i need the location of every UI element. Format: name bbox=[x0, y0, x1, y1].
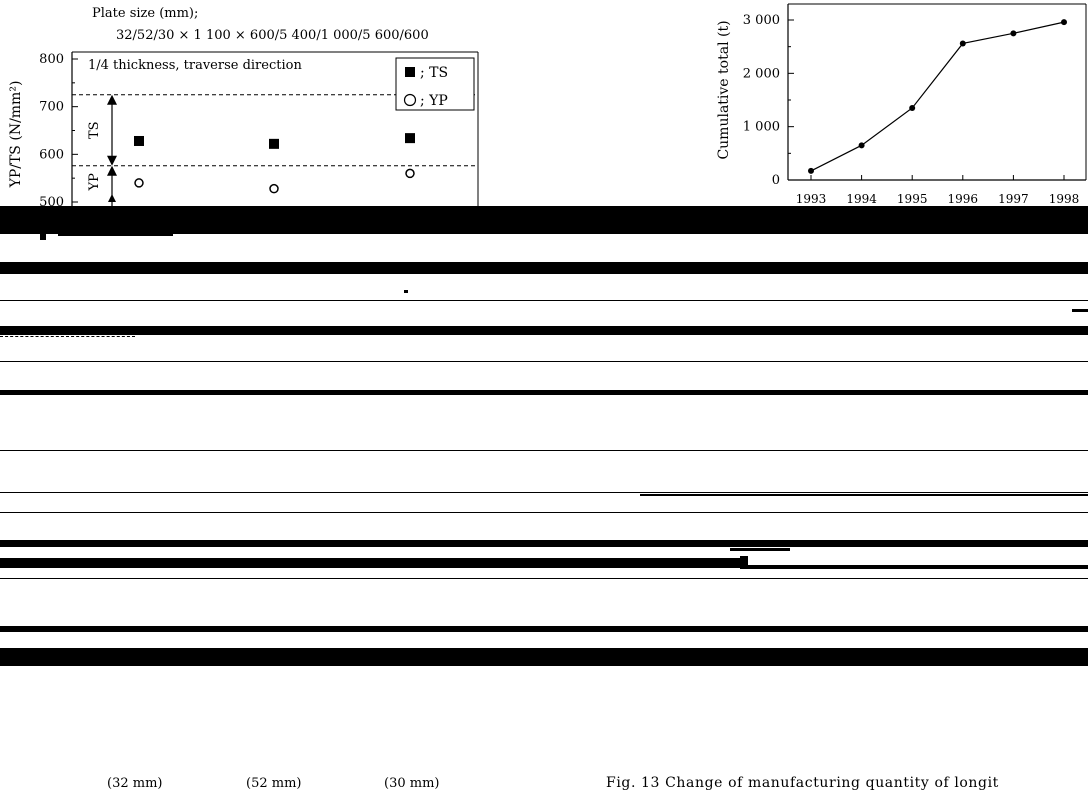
category-label: (30 mm) bbox=[384, 776, 440, 791]
x-tick-label: 1993 bbox=[796, 192, 827, 205]
y-axis-label: YP/TS (N/mm²) bbox=[8, 81, 24, 189]
yp-point bbox=[405, 168, 415, 179]
annotation-label: 1/4 thickness, traverse direction bbox=[88, 58, 302, 73]
y-tick-label: 3 000 bbox=[743, 13, 780, 28]
ts-point bbox=[269, 138, 279, 149]
x-tick-label: 1997 bbox=[998, 192, 1029, 205]
cumulative-total-point bbox=[1061, 19, 1067, 26]
ts-range-arrow-head bbox=[107, 155, 117, 166]
legend-ts-marker bbox=[405, 67, 415, 77]
x-tick-label: 1994 bbox=[846, 192, 877, 205]
y-tick-label: 2 000 bbox=[743, 66, 780, 81]
ts-point bbox=[405, 133, 415, 144]
ts-range-arrow-head bbox=[107, 94, 117, 105]
cumulative-total-line-chart: 3 000 2 000 1 000 0 Cumulative total (t) 1993… bbox=[716, 3, 1087, 205]
legend-yp-label: ; YP bbox=[420, 93, 448, 109]
yp-range-arrow-head bbox=[107, 165, 117, 176]
legend-yp-marker bbox=[403, 93, 417, 107]
y-tick-label: 600 bbox=[39, 147, 64, 162]
ts-range-label: TS bbox=[87, 121, 102, 139]
x-tick-label: 1995 bbox=[897, 192, 928, 205]
category-label: (32 mm) bbox=[107, 776, 163, 791]
y-tick-label: 1 000 bbox=[743, 120, 780, 135]
y-axis-label: Cumulative total (t) bbox=[716, 20, 732, 159]
yp-ts-scatter-chart: 800 700 600 500 YP/TS (N/mm²) 1/4 thickness, … bbox=[8, 51, 479, 206]
plate-size-values: 32/52/30 × 1 100 × 600/5 400/1 000/5 600… bbox=[116, 28, 429, 43]
cumulative-total-series-line bbox=[810, 21, 1065, 172]
legend-ts-label: ; TS bbox=[420, 65, 448, 81]
yp-point bbox=[269, 183, 279, 194]
cumulative-total-point bbox=[858, 142, 865, 149]
y-tick-label: 800 bbox=[39, 52, 64, 67]
cumulative-total-point bbox=[959, 40, 966, 47]
yp-range-arrow-head bbox=[108, 194, 116, 202]
x-tick-label: 1998 bbox=[1049, 192, 1080, 205]
cumulative-total-point bbox=[909, 105, 916, 111]
yp-point bbox=[134, 178, 144, 188]
legend-box bbox=[395, 57, 475, 111]
yp-range-label: YP bbox=[87, 173, 102, 192]
x-tick-label: 1996 bbox=[948, 192, 979, 205]
y-tick-label: 700 bbox=[39, 100, 64, 115]
ts-point bbox=[134, 135, 144, 146]
figure-caption: Fig. 13 Change of manufacturing quantity… bbox=[606, 775, 999, 791]
plate-size-label: Plate size (mm); bbox=[92, 6, 199, 21]
cumulative-total-point bbox=[808, 167, 814, 174]
y-tick-label: 0 bbox=[772, 173, 780, 188]
cumulative-total-point bbox=[1010, 30, 1017, 37]
y-tick-label: 500 bbox=[39, 195, 64, 206]
category-label: (52 mm) bbox=[246, 776, 302, 791]
